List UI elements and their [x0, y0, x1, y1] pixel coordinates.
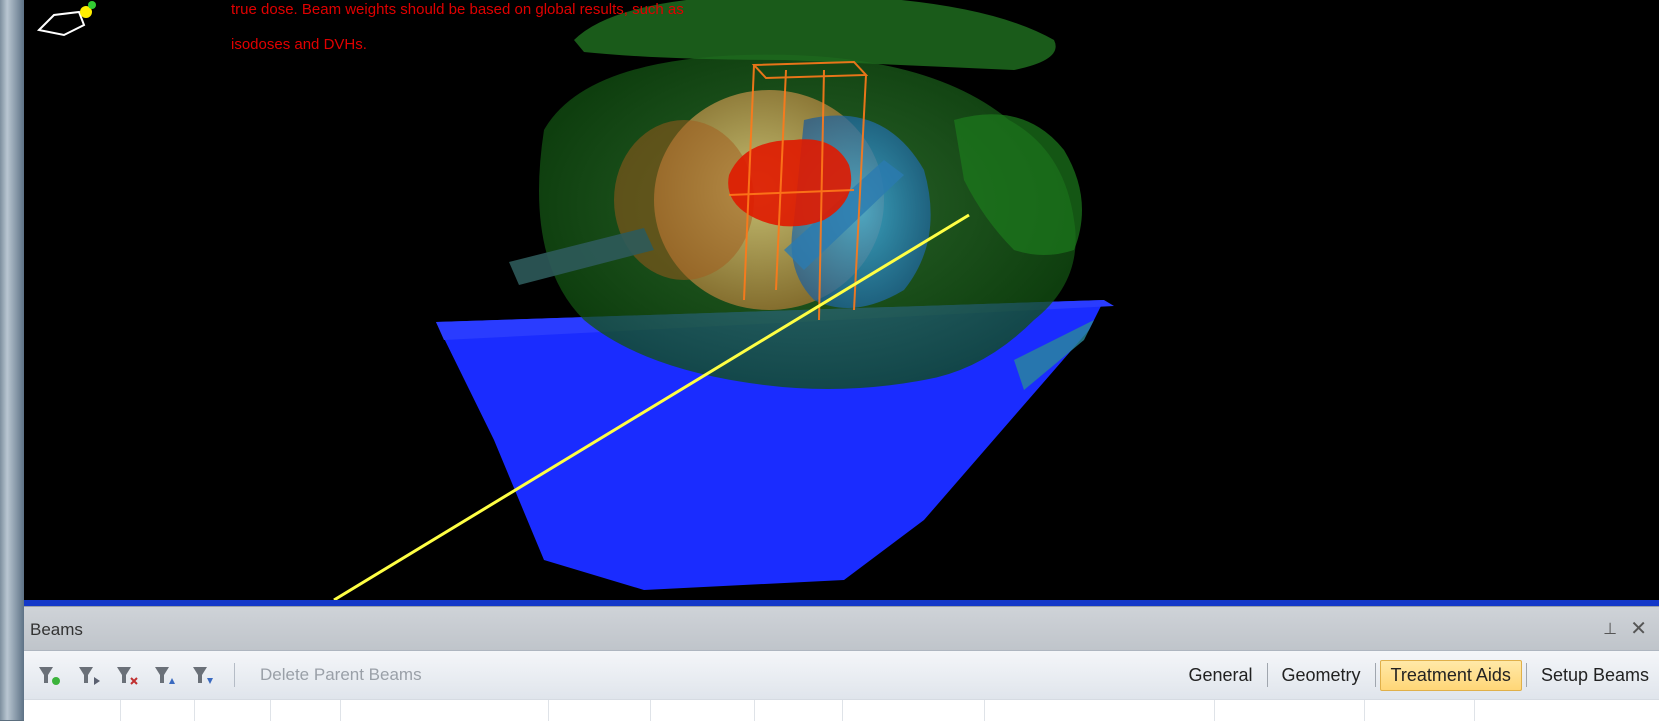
orientation-cube-icon[interactable] [24, 0, 104, 40]
delete-parent-beams-button[interactable]: Delete Parent Beams [260, 665, 422, 684]
panel-title: Beams [30, 620, 83, 639]
move-beam-down-icon[interactable] [190, 663, 216, 687]
move-beam-up-icon[interactable] [152, 663, 178, 687]
close-icon[interactable]: ✕ [1630, 618, 1647, 640]
beams-toolbar: Delete Parent Beams General Geometry Tre… [24, 650, 1659, 700]
toolbar-separator [234, 663, 235, 687]
add-beam-icon[interactable] [36, 663, 62, 687]
beams-panel-header: Beams ⊥ ✕ [24, 606, 1659, 651]
warning-line: true dose. Beam weights should be based … [231, 1, 684, 18]
tab-separator [1374, 663, 1376, 687]
tab-separator [1525, 663, 1527, 687]
tab-general[interactable]: General [1188, 664, 1253, 685]
beam-central-axis [333, 213, 970, 600]
tab-setup-beams[interactable]: Setup Beams [1540, 664, 1649, 685]
window-left-edge [0, 0, 24, 720]
dose-warning-text: true dose. Beam weights should be based … [231, 0, 871, 62]
tab-treatment-aids[interactable]: Treatment Aids [1379, 659, 1522, 691]
3d-rendering [333, 0, 1114, 600]
pin-icon[interactable]: ⊥ [1603, 621, 1617, 638]
insert-beam-icon[interactable] [76, 663, 102, 687]
tab-separator [1266, 663, 1268, 687]
delete-beam-icon[interactable] [114, 663, 140, 687]
3d-view[interactable]: true dose. Beam weights should be based … [24, 0, 1659, 606]
beam-view-tabs: General Geometry Treatment Aids Setup Be… [1178, 659, 1659, 691]
tab-geometry[interactable]: Geometry [1281, 664, 1361, 685]
warning-line: isodoses and DVHs. [231, 36, 367, 53]
beam-outline [728, 60, 869, 321]
beams-table-header [24, 699, 1659, 721]
